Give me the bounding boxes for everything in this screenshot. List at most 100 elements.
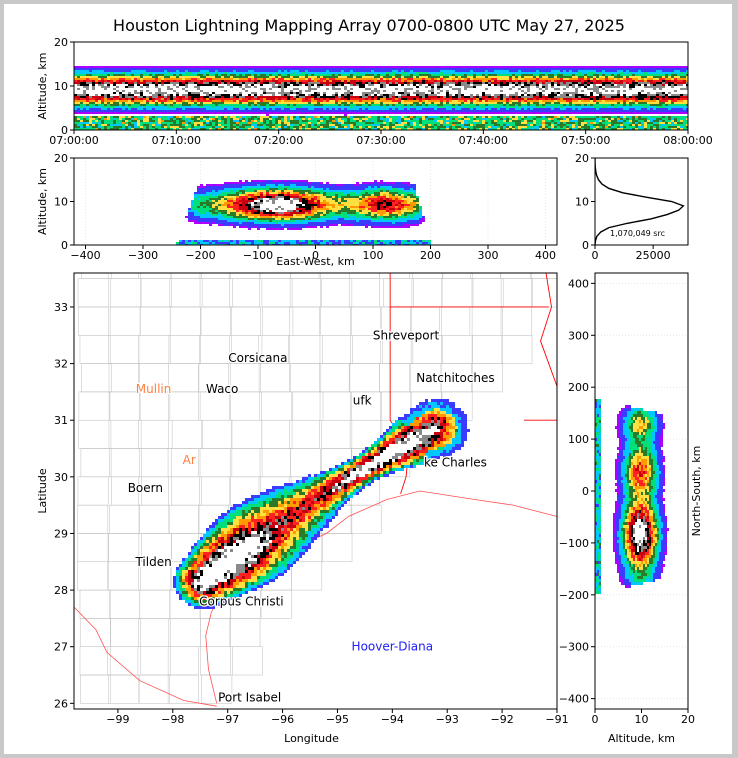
time-density-cell [98, 78, 101, 80]
time-density-cell [233, 128, 236, 130]
time-density-cell [98, 96, 101, 98]
county-boundary [321, 533, 353, 563]
time-density-cell [524, 124, 527, 126]
time-density-cell [374, 118, 377, 120]
time-density-cell [293, 126, 296, 128]
time-density-cell [503, 86, 506, 88]
time-density-cell [74, 66, 77, 68]
time-density-cell [419, 122, 422, 124]
time-density-cell [284, 84, 287, 86]
time-density-cell [506, 128, 509, 130]
time-density-cell [533, 110, 536, 112]
time-density-cell [164, 78, 167, 80]
time-density-cell [92, 72, 95, 74]
time-density-cell [443, 122, 446, 124]
time-density-cell [173, 86, 176, 88]
time-density-cell [263, 100, 266, 102]
time-density-cell [263, 120, 266, 122]
time-density-cell [149, 78, 152, 80]
time-density-cell [263, 94, 266, 96]
time-density-cell [425, 74, 428, 76]
time-density-cell [125, 96, 128, 98]
time-density-cell [254, 122, 257, 124]
time-density-cell [320, 128, 323, 130]
time-density-cell [89, 108, 92, 110]
time-density-cell [338, 80, 341, 82]
time-density-cell [353, 90, 356, 92]
time-density-cell [155, 126, 158, 128]
time-density-cell [365, 116, 368, 118]
time-density-cell [290, 82, 293, 84]
time-density-cell [251, 92, 254, 94]
time-density-cell [314, 122, 317, 124]
time-density-cell [122, 108, 125, 110]
time-density-cell [530, 94, 533, 96]
time-density-cell [203, 84, 206, 86]
time-density-cell [158, 78, 161, 80]
time-density-cell [239, 104, 242, 106]
time-density-cell [359, 96, 362, 98]
time-density-cell [350, 112, 353, 114]
time-density-cell [533, 86, 536, 88]
time-density-cell [446, 72, 449, 74]
time-density-cell [440, 110, 443, 112]
county-boundary [199, 476, 231, 506]
time-density-cell [101, 100, 104, 102]
time-density-cell [77, 108, 80, 110]
time-density-cell [437, 94, 440, 96]
time-density-cell [362, 126, 365, 128]
time-density-cell [524, 72, 527, 74]
time-density-cell [236, 128, 239, 130]
time-density-cell [284, 98, 287, 100]
time-density-cell [329, 98, 332, 100]
time-density-cell [536, 66, 539, 68]
time-density-cell [419, 124, 422, 126]
time-density-cell [266, 116, 269, 118]
time-density-cell [251, 120, 254, 122]
time-density-cell [179, 98, 182, 100]
time-density-cell [401, 110, 404, 112]
time-density-cell [473, 72, 476, 74]
time-density-cell [473, 88, 476, 90]
time-density-cell [131, 96, 134, 98]
time-density-cell [527, 96, 530, 98]
time-density-cell [446, 76, 449, 78]
time-density-cell [329, 128, 332, 130]
time-density-cell [149, 88, 152, 90]
time-density-cell [152, 120, 155, 122]
time-density-cell [131, 78, 134, 80]
time-density-cell [389, 104, 392, 106]
time-density-cell [524, 80, 527, 82]
time-density-cell [191, 80, 194, 82]
time-density-cell [125, 88, 128, 90]
time-density-cell [119, 122, 122, 124]
time-density-cell [197, 116, 200, 118]
time-density-cell [416, 116, 419, 118]
time-density-cell [365, 106, 368, 108]
time-density-cell [200, 92, 203, 94]
time-density-cell [191, 126, 194, 128]
time-density-cell [248, 108, 251, 110]
time-density-cell [374, 76, 377, 78]
time-density-cell [320, 112, 323, 114]
time-density-cell [494, 104, 497, 106]
time-density-cell [320, 74, 323, 76]
time-density-cell [101, 74, 104, 76]
time-density-cell [239, 92, 242, 94]
time-density-cell [86, 90, 89, 92]
time-density-cell [206, 86, 209, 88]
time-density-cell [206, 106, 209, 108]
time-density-cell [77, 98, 80, 100]
time-density-cell [416, 128, 419, 130]
time-density-cell [248, 112, 251, 114]
time-density-cell [188, 92, 191, 94]
time-density-cell [128, 110, 131, 112]
time-density-cell [260, 112, 263, 114]
time-density-cell [500, 122, 503, 124]
time-density-cell [140, 116, 143, 118]
time-density-cell [185, 102, 188, 104]
time-density-cell [386, 90, 389, 92]
time-density-cell [455, 124, 458, 126]
time-density-cell [131, 116, 134, 118]
time-density-cell [362, 66, 365, 68]
